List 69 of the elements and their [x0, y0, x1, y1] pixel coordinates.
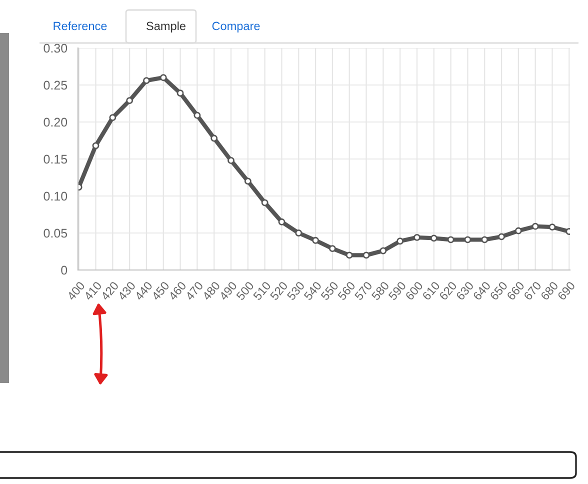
x-tick-label: 600 — [404, 280, 424, 301]
point — [328, 245, 336, 252]
x-tick-label: 590 — [388, 280, 406, 301]
y-tick-label: 0.05 — [44, 228, 68, 238]
point — [447, 236, 454, 244]
point — [109, 114, 116, 122]
x-tick-label: 540 — [303, 280, 322, 301]
x-tick-label: 480 — [202, 280, 220, 301]
x-tick-label: 620 — [438, 280, 458, 301]
x-tick-label: 530 — [286, 280, 305, 301]
point — [92, 142, 100, 150]
point — [261, 199, 268, 206]
x-tick-label: 580 — [371, 280, 390, 301]
y-tick-label: 0 — [61, 266, 68, 275]
text: Sample — [146, 22, 186, 32]
x-tick-label: 570 — [354, 280, 373, 301]
point — [548, 224, 556, 231]
x-tick-label: 630 — [456, 280, 474, 301]
point — [346, 252, 353, 259]
point — [160, 74, 167, 82]
x-tick-label: 400 — [66, 280, 86, 301]
point — [312, 236, 320, 244]
x-tick-label: 500 — [236, 280, 254, 301]
point — [481, 236, 488, 244]
point — [414, 234, 420, 241]
point — [396, 238, 404, 245]
x-tick-label: 460 — [168, 280, 187, 301]
x-tick-label: 660 — [506, 280, 525, 301]
y-tick-label: 0.10 — [44, 192, 68, 201]
y-tick-label: 0.30 — [44, 44, 68, 53]
text: Compare — [212, 22, 260, 32]
x-tick-label: 470 — [184, 280, 204, 301]
y-tick-label: 0.15 — [44, 154, 68, 164]
x-tick-label: 450 — [151, 280, 170, 301]
point — [194, 112, 201, 119]
x-tick-label: 690 — [557, 280, 576, 301]
point — [228, 157, 234, 164]
x-tick-label: 680 — [540, 280, 559, 301]
x-tick-label: 410 — [84, 280, 102, 301]
point — [532, 222, 539, 230]
x-tick-label: 610 — [422, 280, 440, 301]
point — [126, 97, 134, 104]
point — [210, 134, 218, 142]
point — [176, 90, 184, 97]
x-tick-label: 490 — [218, 280, 238, 301]
point — [464, 236, 472, 244]
x-tick-label: 640 — [472, 280, 491, 301]
x-tick-label: 430 — [117, 280, 136, 301]
x-tick-label: 510 — [252, 280, 272, 301]
point — [278, 218, 286, 226]
point — [498, 233, 505, 240]
y-tick-label: 0.25 — [44, 80, 68, 90]
point — [430, 234, 438, 242]
line-series — [78, 74, 570, 259]
x-tick-label: 560 — [337, 280, 356, 301]
point — [143, 77, 150, 84]
text: Reference — [54, 22, 107, 30]
x-tick-label: 440 — [134, 280, 153, 301]
x-tick-label: 520 — [270, 280, 288, 301]
point — [295, 230, 302, 236]
x-tick-label: 420 — [100, 280, 120, 301]
x-tick-label: 650 — [489, 280, 508, 301]
point — [380, 247, 387, 254]
y-tick-label: 0.20 — [44, 118, 68, 127]
x-tick-label: 670 — [523, 280, 542, 301]
point — [514, 227, 522, 234]
point — [362, 252, 370, 259]
x-tick-label: 550 — [320, 280, 339, 301]
point — [244, 178, 252, 185]
